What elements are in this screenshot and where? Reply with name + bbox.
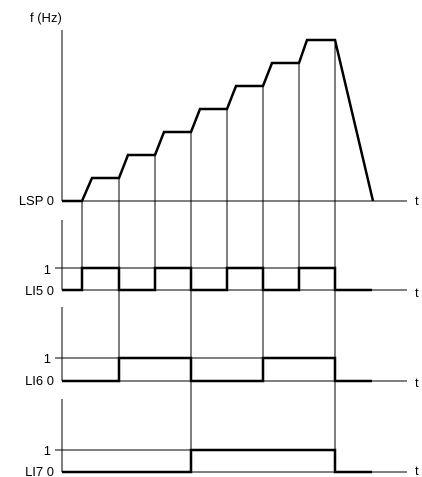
frequency-time-label: t [415,193,419,208]
frequency-axis-label: f (Hz) [30,10,62,25]
li5-zero-label: LI5 0 [25,283,54,298]
li5-time-label: t [415,285,419,300]
li7-waveform [62,448,372,474]
frequency-zero-label: LSP 0 [19,193,54,208]
li5-waveform [62,266,372,292]
li7-one-label: 1 [44,443,51,458]
li7-time-label: t [415,463,419,477]
li6-time-label: t [415,375,419,390]
li5-one-label: 1 [44,262,51,277]
frequency-curve [62,38,375,203]
li7-zero-label: LI7 0 [25,464,54,477]
li6-waveform [62,356,372,383]
li6-one-label: 1 [44,351,51,366]
li6-zero-label: LI6 0 [25,373,54,388]
